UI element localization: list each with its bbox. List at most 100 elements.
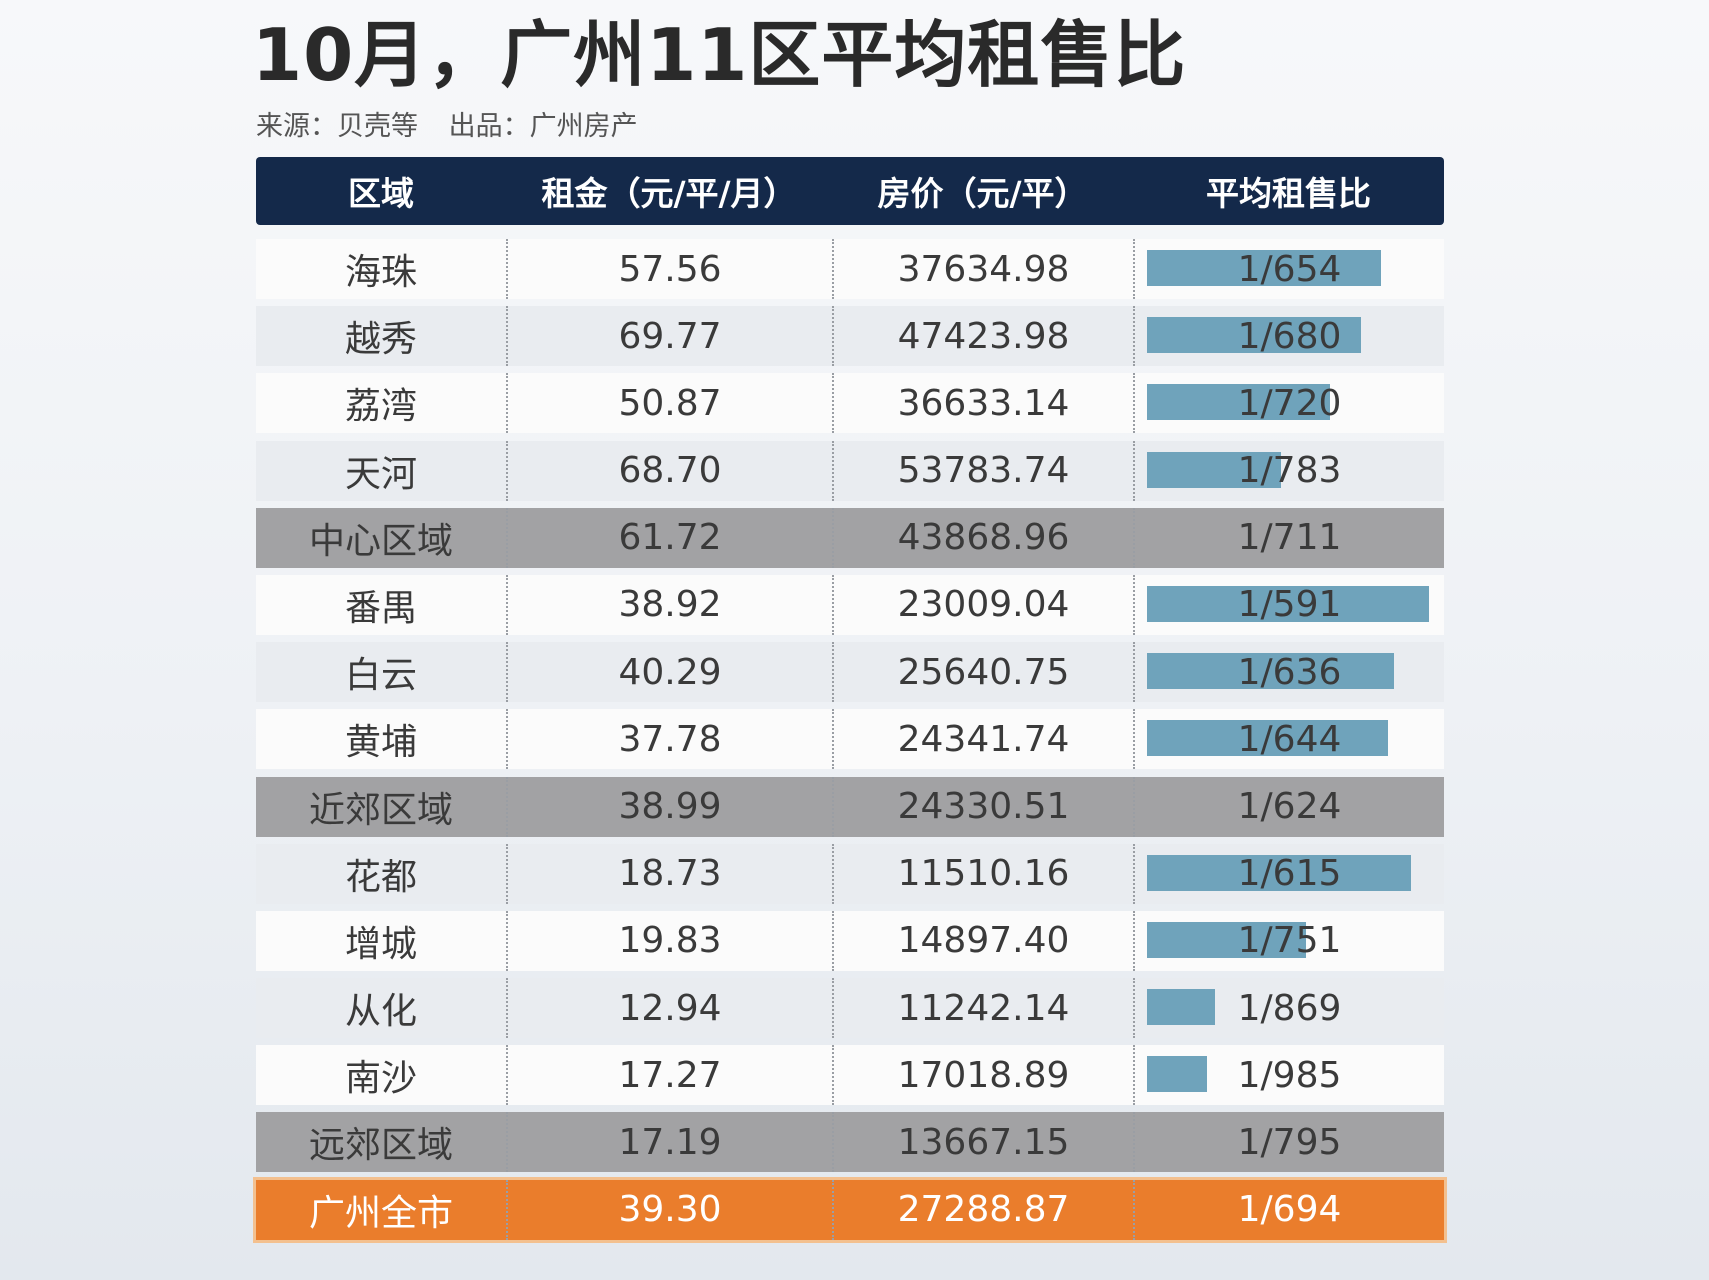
rent-cell: 12.94 [506, 978, 832, 1039]
ratio-label: 1/680 [1237, 315, 1342, 357]
region-cell: 花都 [344, 856, 417, 898]
price-cell: 13667.15 [832, 1112, 1133, 1173]
table-row: 白云 40.29 25640.75 1/636 [256, 642, 1444, 703]
ratio-label: 1/591 [1237, 584, 1342, 626]
region-cell: 增城 [344, 923, 417, 965]
subtotal-row: 中心区域 61.72 43868.96 1/711 [256, 507, 1444, 568]
page-title: 10月，广州11区平均租售比 [252, 13, 1187, 97]
region-cell: 南沙 [344, 1058, 417, 1100]
ratio-bar [1147, 384, 1330, 421]
ratio-bar [1147, 250, 1381, 286]
rent-cell: 68.70 [506, 440, 832, 501]
price-cell: 36633.14 [832, 373, 1133, 434]
rent-cell: 17.27 [506, 1045, 832, 1106]
ratio-cell: 1/711 [1133, 507, 1444, 568]
ratio-cell: 1/615 [1133, 843, 1444, 904]
ratio-cell: 1/654 [1133, 239, 1444, 299]
table-row: 从化 12.94 11242.14 1/869 [256, 978, 1444, 1039]
region-cell: 越秀 [344, 319, 417, 361]
ratio-label: 1/720 [1237, 382, 1342, 424]
source-label: 来源：贝壳等 [256, 111, 418, 142]
region-cell: 荔湾 [344, 386, 417, 428]
subtotal-row: 远郊区域 17.19 13667.15 1/795 [256, 1112, 1444, 1173]
producer-label: 出品：广州房产 [448, 111, 638, 142]
ratio-label: 1/985 [1237, 1054, 1342, 1096]
rent-cell: 37.78 [506, 709, 832, 770]
table-row: 荔湾 50.87 36633.14 1/720 [256, 373, 1444, 434]
ratio-bar [1147, 451, 1282, 488]
ratio-bar [1147, 854, 1411, 891]
ratio-label: 1/751 [1237, 920, 1342, 962]
ratio-cell: 1/985 [1133, 1045, 1444, 1106]
ratio-bar [1147, 989, 1215, 1026]
price-cell: 11242.14 [832, 978, 1133, 1039]
ratio-label: 1/783 [1237, 450, 1342, 492]
rent-cell: 39.30 [506, 1179, 832, 1240]
header-ratio: 平均租售比 [1206, 174, 1371, 213]
region-cell: 远郊区域 [308, 1125, 453, 1167]
ratio-cell: 1/869 [1133, 978, 1444, 1039]
ratio-bar [1147, 1056, 1207, 1093]
table-header: 区域 租金（元/平/月） 房价（元/平） 平均租售比 [256, 157, 1444, 225]
subtitle: 来源：贝壳等 出品：广州房产 [256, 104, 638, 143]
table-row: 增城 19.83 14897.40 1/751 [256, 910, 1444, 971]
rent-cell: 69.77 [506, 306, 832, 367]
table-row: 天河 68.70 53783.74 1/783 [256, 440, 1444, 501]
ratio-cell: 1/644 [1133, 709, 1444, 770]
price-cell: 24330.51 [832, 776, 1133, 837]
price-cell: 24341.74 [832, 709, 1133, 770]
table-body: 海珠 57.56 37634.98 1/654 越秀 69.77 47423.98 1/680… [256, 239, 1444, 1240]
region-cell: 天河 [344, 453, 417, 495]
rent-cell: 61.72 [506, 507, 832, 568]
region-cell: 从化 [344, 991, 417, 1033]
ratio-label: 1/654 [1237, 248, 1342, 290]
region-cell: 黄埔 [344, 722, 417, 764]
ratio-label: 1/636 [1237, 651, 1342, 693]
ratio-cell: 1/751 [1133, 910, 1444, 971]
price-cell: 47423.98 [832, 306, 1133, 367]
ratio-bar [1147, 720, 1389, 757]
table-row: 番禺 38.92 23009.04 1/591 [256, 574, 1444, 635]
price-cell: 23009.04 [832, 574, 1133, 635]
table-row: 越秀 69.77 47423.98 1/680 [256, 306, 1444, 367]
ratio-bar [1147, 317, 1361, 354]
price-cell: 17018.89 [832, 1045, 1133, 1106]
region-cell: 广州全市 [308, 1192, 453, 1234]
rent-sale-ratio-table: 区域 租金（元/平/月） 房价（元/平） 平均租售比 海珠 57.56 37634.… [256, 157, 1444, 1247]
subtotal-row: 近郊区域 38.99 24330.51 1/624 [256, 776, 1444, 837]
price-cell: 37634.98 [832, 239, 1133, 299]
ratio-label: 1/869 [1237, 987, 1342, 1029]
price-cell: 25640.75 [832, 642, 1133, 703]
region-cell: 番禺 [344, 587, 417, 629]
price-cell: 14897.40 [832, 910, 1133, 971]
table-row: 花都 18.73 11510.16 1/615 [256, 843, 1444, 904]
table-row: 海珠 57.56 37634.98 1/654 [256, 239, 1444, 299]
region-cell: 近郊区域 [308, 789, 453, 831]
price-cell: 11510.16 [832, 843, 1133, 904]
ratio-label: 1/711 [1237, 517, 1342, 559]
header-rent: 租金（元/平/月） [541, 174, 797, 213]
ratio-cell: 1/720 [1133, 373, 1444, 434]
ratio-label: 1/795 [1237, 1121, 1342, 1163]
region-cell: 白云 [344, 655, 417, 697]
ratio-cell: 1/694 [1133, 1179, 1444, 1240]
ratio-bar [1147, 921, 1306, 958]
header-region: 区域 [348, 174, 414, 213]
ratio-label: 1/694 [1237, 1189, 1342, 1231]
rent-cell: 19.83 [506, 910, 832, 971]
region-cell: 中心区域 [308, 520, 453, 562]
ratio-cell: 1/624 [1133, 776, 1444, 837]
ratio-cell: 1/680 [1133, 306, 1444, 367]
ratio-cell: 1/783 [1133, 440, 1444, 501]
price-cell: 53783.74 [832, 440, 1133, 501]
rent-cell: 57.56 [506, 239, 832, 299]
ratio-cell: 1/591 [1133, 574, 1444, 635]
table-row: 黄埔 37.78 24341.74 1/644 [256, 709, 1444, 770]
price-cell: 27288.87 [832, 1179, 1133, 1240]
rent-cell: 50.87 [506, 373, 832, 434]
region-cell: 海珠 [344, 252, 417, 293]
rent-cell: 18.73 [506, 843, 832, 904]
total-row: 广州全市 39.30 27288.87 1/694 [256, 1179, 1444, 1240]
ratio-bar [1147, 653, 1395, 690]
